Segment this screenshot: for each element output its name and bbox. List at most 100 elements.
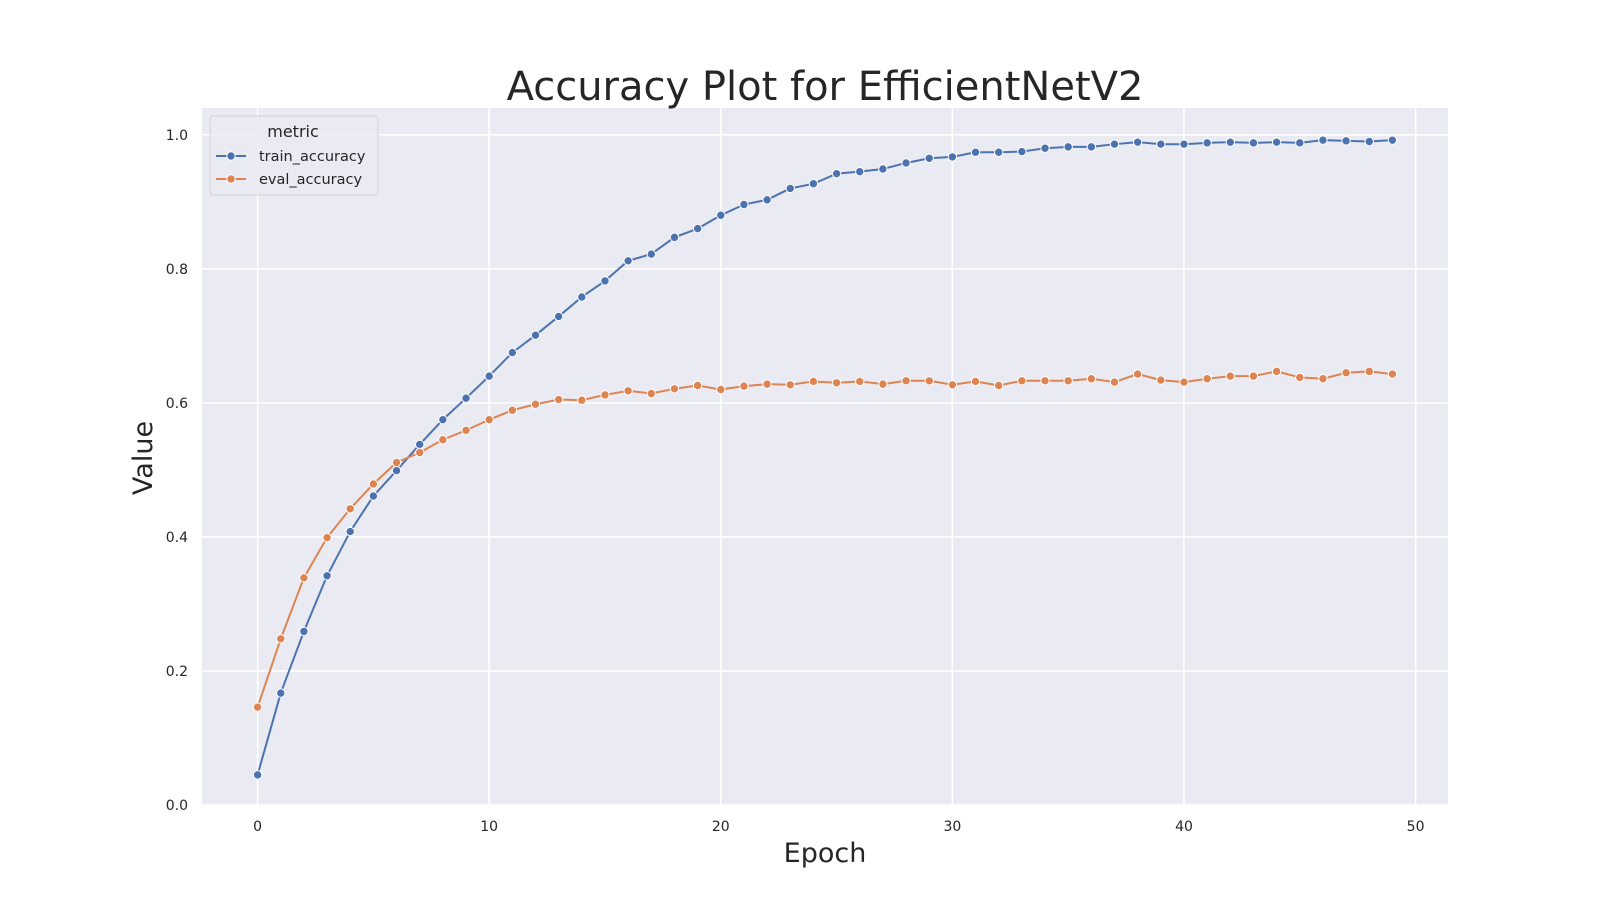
train_accuracy-point — [1202, 138, 1212, 148]
eval_accuracy-point — [415, 447, 425, 458]
legend-item-eval_accuracy: eval_accuracy — [216, 172, 363, 188]
train_accuracy-point — [831, 168, 842, 179]
tick-labels: 0 10 20 30 40 50 0.0 0.2 0.4 0.6 0.8 1.0 — [166, 128, 1425, 835]
eval_accuracy-point — [322, 532, 332, 543]
eval_accuracy-point — [391, 457, 402, 468]
eval_accuracy-point — [1179, 377, 1189, 387]
eval_accuracy-point — [993, 380, 1004, 391]
train_accuracy-point — [438, 414, 448, 425]
train_accuracy-point — [299, 626, 309, 637]
train_accuracy-point — [252, 770, 263, 780]
legend-swatch-marker — [226, 151, 236, 161]
train_accuracy-point — [762, 195, 772, 205]
eval_accuracy-point — [1364, 366, 1374, 377]
train_accuracy-point — [368, 491, 379, 501]
eval_accuracy-point — [1132, 369, 1143, 379]
x-axis-label: Epoch — [784, 838, 867, 869]
x-tick-label: 40 — [1175, 819, 1193, 835]
train_accuracy-point — [1040, 143, 1050, 153]
train_accuracy-point — [600, 276, 610, 286]
train_accuracy-point — [1341, 136, 1351, 146]
eval_accuracy-point — [553, 394, 564, 405]
y-axis-label: Value — [128, 421, 159, 495]
x-tick-label: 30 — [943, 819, 961, 835]
eval_accuracy-point — [299, 573, 309, 583]
eval_accuracy-point — [1341, 368, 1351, 378]
eval_accuracy-point — [808, 376, 819, 387]
train_accuracy-point — [577, 292, 587, 302]
legend-label: train_accuracy — [259, 149, 366, 165]
train_accuracy-point — [623, 256, 633, 266]
eval_accuracy-point — [1063, 376, 1073, 386]
train_accuracy-point — [484, 371, 494, 381]
eval_accuracy-point — [1109, 377, 1120, 387]
train_accuracy-point — [1179, 139, 1189, 149]
train_accuracy-point — [646, 249, 657, 259]
grid-lines — [202, 108, 1448, 806]
train_accuracy-point — [1063, 142, 1073, 152]
eval_accuracy-point — [947, 380, 958, 390]
legend-swatch-marker — [226, 174, 236, 184]
eval_accuracy-point — [577, 395, 587, 405]
eval_accuracy-point — [276, 634, 286, 644]
eval_accuracy-point — [345, 504, 355, 514]
train_accuracy-point — [345, 526, 355, 537]
train_accuracy-point — [901, 158, 911, 168]
legend-box — [209, 115, 379, 196]
eval_accuracy-point — [461, 425, 471, 436]
eval_accuracy-point — [970, 376, 981, 387]
eval_accuracy-point — [831, 378, 842, 388]
y-tick-label: 0.8 — [166, 262, 188, 278]
eval_accuracy-point — [438, 435, 448, 445]
eval_accuracy-point — [368, 479, 379, 489]
train_accuracy-point — [1086, 142, 1097, 152]
eval_accuracy-point — [1086, 374, 1097, 384]
eval_accuracy-point — [507, 405, 518, 415]
train_accuracy-point — [1271, 137, 1282, 147]
x-tick-label: 50 — [1407, 819, 1425, 835]
eval_accuracy-point — [1318, 374, 1328, 384]
eval_accuracy-point — [623, 386, 633, 396]
x-tick-label: 10 — [480, 819, 498, 835]
y-tick-label: 0.4 — [166, 530, 188, 546]
eval_accuracy-point — [716, 384, 726, 395]
eval_accuracy-point — [669, 384, 680, 394]
plot-background — [202, 108, 1448, 805]
eval_accuracy-point — [901, 376, 911, 386]
eval_accuracy-point — [252, 702, 263, 712]
series-train_accuracy — [252, 135, 1398, 780]
series-layer — [252, 135, 1398, 780]
chart-title: Accuracy Plot for EfficientNetV2 — [507, 64, 1144, 110]
eval_accuracy-point — [1017, 376, 1027, 386]
y-tick-label: 0.0 — [166, 798, 188, 814]
train_accuracy-point — [1318, 135, 1328, 145]
eval_accuracy-point — [924, 376, 934, 386]
eval_accuracy-point — [646, 388, 657, 399]
train_accuracy-point — [808, 179, 819, 189]
x-tick-label: 0 — [253, 819, 262, 835]
eval_accuracy-point — [692, 380, 703, 391]
legend: metric train_accuracy eval_accuracy — [209, 115, 379, 196]
legend-label: eval_accuracy — [259, 172, 363, 188]
eval_accuracy-point — [855, 376, 865, 387]
eval_accuracy-point — [1387, 369, 1398, 379]
train_accuracy-point — [1017, 146, 1027, 157]
eval_accuracy-point — [739, 381, 749, 391]
train_accuracy-point — [1132, 137, 1143, 147]
train_accuracy-point — [692, 223, 703, 234]
x-tick-label: 20 — [712, 819, 730, 835]
eval_accuracy-point — [1271, 366, 1282, 377]
eval_accuracy-point — [1248, 371, 1259, 381]
train_accuracy-point — [1364, 136, 1374, 147]
train_accuracy-point — [1295, 138, 1305, 148]
eval_accuracy-point — [785, 380, 795, 390]
train_accuracy-point — [993, 147, 1004, 157]
train_accuracy-point — [669, 232, 680, 243]
train_accuracy-point — [1248, 138, 1259, 148]
train_accuracy-point — [924, 153, 934, 163]
train_accuracy-point — [739, 199, 749, 210]
train_accuracy-point — [391, 465, 402, 476]
eval_accuracy-point — [1040, 376, 1050, 386]
series-eval_accuracy — [252, 366, 1398, 712]
